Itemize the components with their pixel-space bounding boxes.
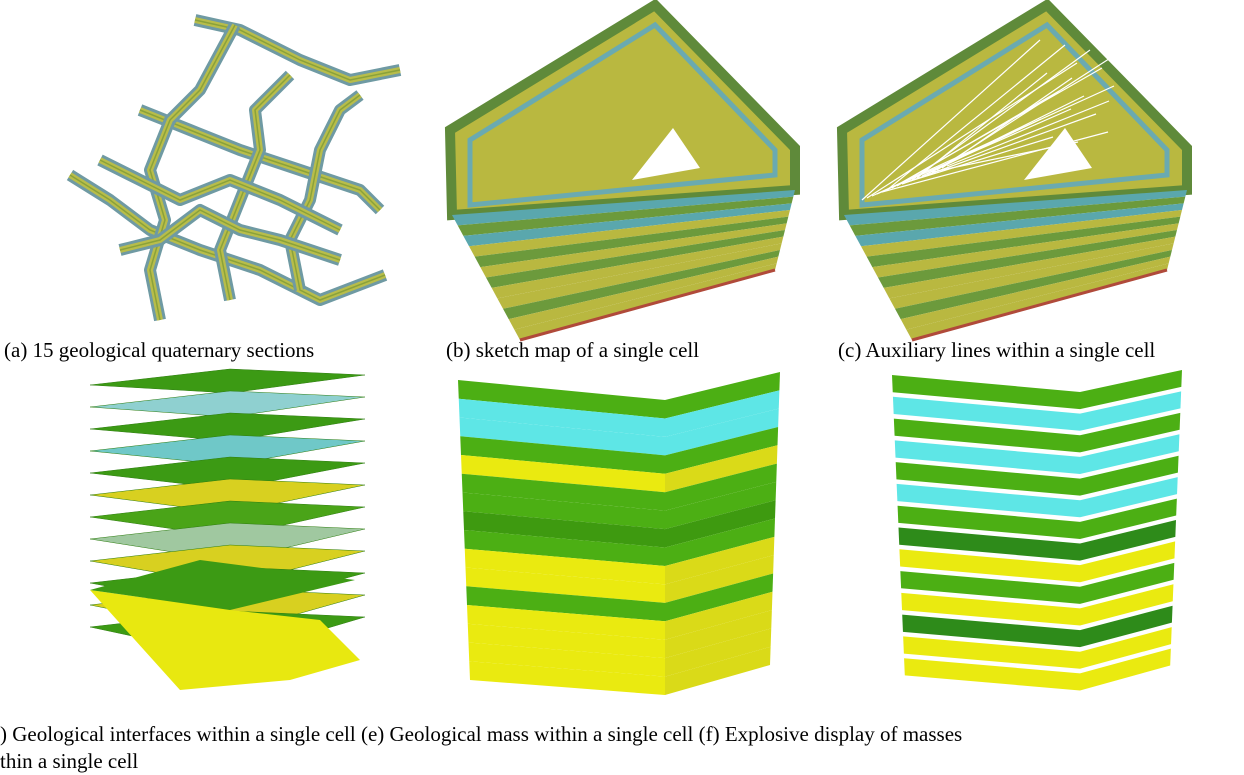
- caption-b: (b) sketch map of a single cell: [446, 338, 699, 363]
- caption-bottom-line: thin a single cell: [0, 749, 138, 774]
- figure-art: [0, 0, 1244, 775]
- caption-a: (a) 15 geological quaternary sections: [4, 338, 314, 363]
- figure: (a) 15 geological quaternary sections (b…: [0, 0, 1244, 775]
- cell-top: [450, 5, 795, 215]
- caption-c: (c) Auxiliary lines within a single cell: [838, 338, 1155, 363]
- caption-bottom-line: ) Geological interfaces within a single …: [0, 722, 962, 747]
- cell-top: [842, 5, 1187, 215]
- interface: [90, 369, 365, 393]
